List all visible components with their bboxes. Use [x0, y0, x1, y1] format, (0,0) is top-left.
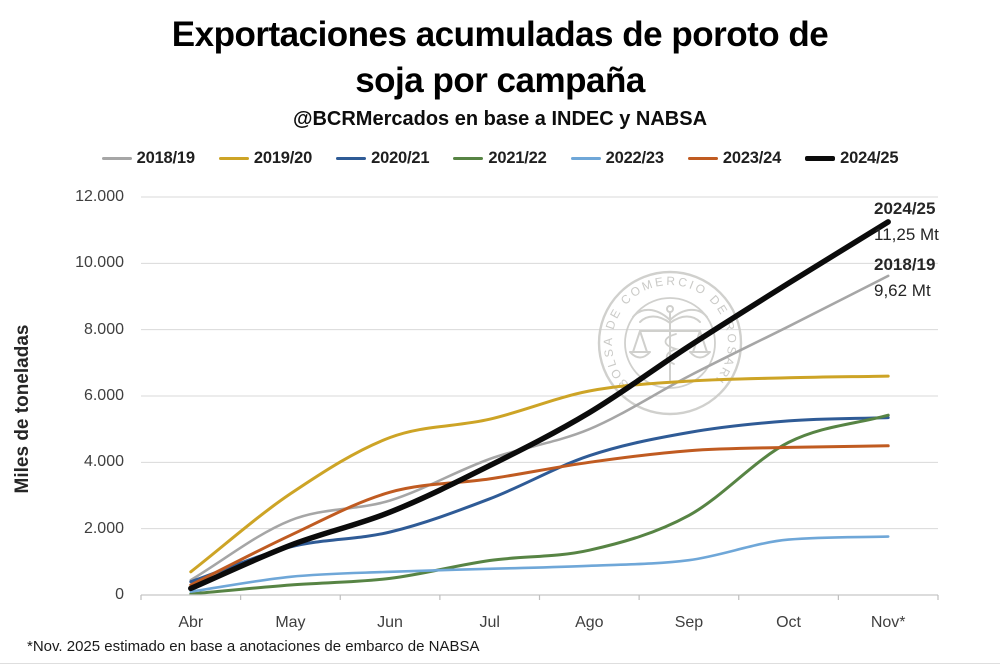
annotation-series-label: 2018/19 [874, 255, 936, 274]
legend-item-2019-20: 2019/20 [218, 149, 313, 168]
x-tick-label-Ago: Ago [575, 614, 604, 631]
chart-title-line2: soja por campaña [355, 61, 645, 100]
chart-title-line1: Exportaciones acumuladas de poroto de [171, 15, 829, 54]
x-tick-label-Nov: Nov* [870, 614, 906, 631]
series-line-2023-24 [189, 444, 890, 587]
legend-item-2023-24: 2023/24 [687, 149, 782, 168]
legend-item-2021-22: 2021/22 [453, 149, 547, 168]
annotation-series-label: 2024/25 [874, 199, 936, 218]
annotation-value-label: 11,25 Mt [874, 225, 939, 244]
legend-swatch [453, 156, 484, 161]
legend-label: 2020/21 [371, 149, 430, 167]
legend-label: 2019/20 [253, 149, 313, 167]
legend-swatch [336, 156, 367, 161]
x-tick-label-Abr: Abr [178, 614, 204, 631]
legend: 2018/19 2019/20 2020/21 2021/22 2022/23 2023/… [0, 149, 1000, 168]
legend-label: 2018/19 [136, 149, 195, 167]
legend-label: 2021/22 [488, 149, 547, 167]
annotation-2024-25: 2024/25 11,25 Mt [874, 196, 984, 248]
legend-swatch [570, 156, 601, 161]
legend-swatch [687, 156, 718, 161]
legend-item-2024-25: 2024/25 [805, 149, 899, 168]
y-tick-label: 8.000 [83, 320, 124, 338]
annotation-value-label: 9,62 Mt [874, 281, 931, 300]
legend-swatch [101, 156, 132, 161]
x-tick-label-Jul: Jul [479, 614, 500, 631]
y-tick-label: 2.000 [83, 519, 124, 537]
bottom-divider [0, 663, 1000, 664]
watermark-inner-ring [624, 297, 716, 389]
x-tick-label-Oct: Oct [776, 614, 801, 631]
series-lines [188, 219, 891, 596]
y-tick-label: 0 [115, 586, 124, 603]
watermark-outer-ring [597, 270, 743, 416]
series-line-2022-23 [189, 535, 890, 593]
y-tick-label: 4.000 [83, 453, 124, 471]
x-tick-label-Jun: Jun [377, 614, 403, 631]
legend-label: 2024/25 [840, 149, 899, 167]
series-line-2019-20 [189, 374, 890, 574]
y-tick-label: 12.000 [75, 188, 124, 205]
legend-swatch [218, 156, 249, 161]
y-tick-label: 6.000 [83, 387, 124, 404]
legend-swatch [805, 156, 836, 161]
x-tick-label-Sep: Sep [674, 614, 704, 631]
legend-label: 2023/24 [722, 149, 782, 167]
series-line-2018-19 [189, 274, 890, 582]
footnote: *Nov. 2025 estimado en base a anotacione… [27, 638, 480, 655]
annotation-2018-19: 2018/19 9,62 Mt [874, 252, 984, 304]
legend-item-2018-19: 2018/19 [101, 149, 195, 168]
chart-subtitle: @BCRMercados en base a INDEC y NABSA [292, 108, 708, 130]
y-tick-label: 10.000 [75, 254, 124, 272]
legend-item-2020-21: 2020/21 [336, 149, 430, 168]
x-axis [140, 594, 939, 600]
legend-label: 2022/23 [605, 149, 664, 167]
legend-item-2022-23: 2022/23 [570, 149, 664, 168]
x-tick-label-May: May [275, 614, 306, 631]
series-line-2024-25 [188, 219, 891, 592]
